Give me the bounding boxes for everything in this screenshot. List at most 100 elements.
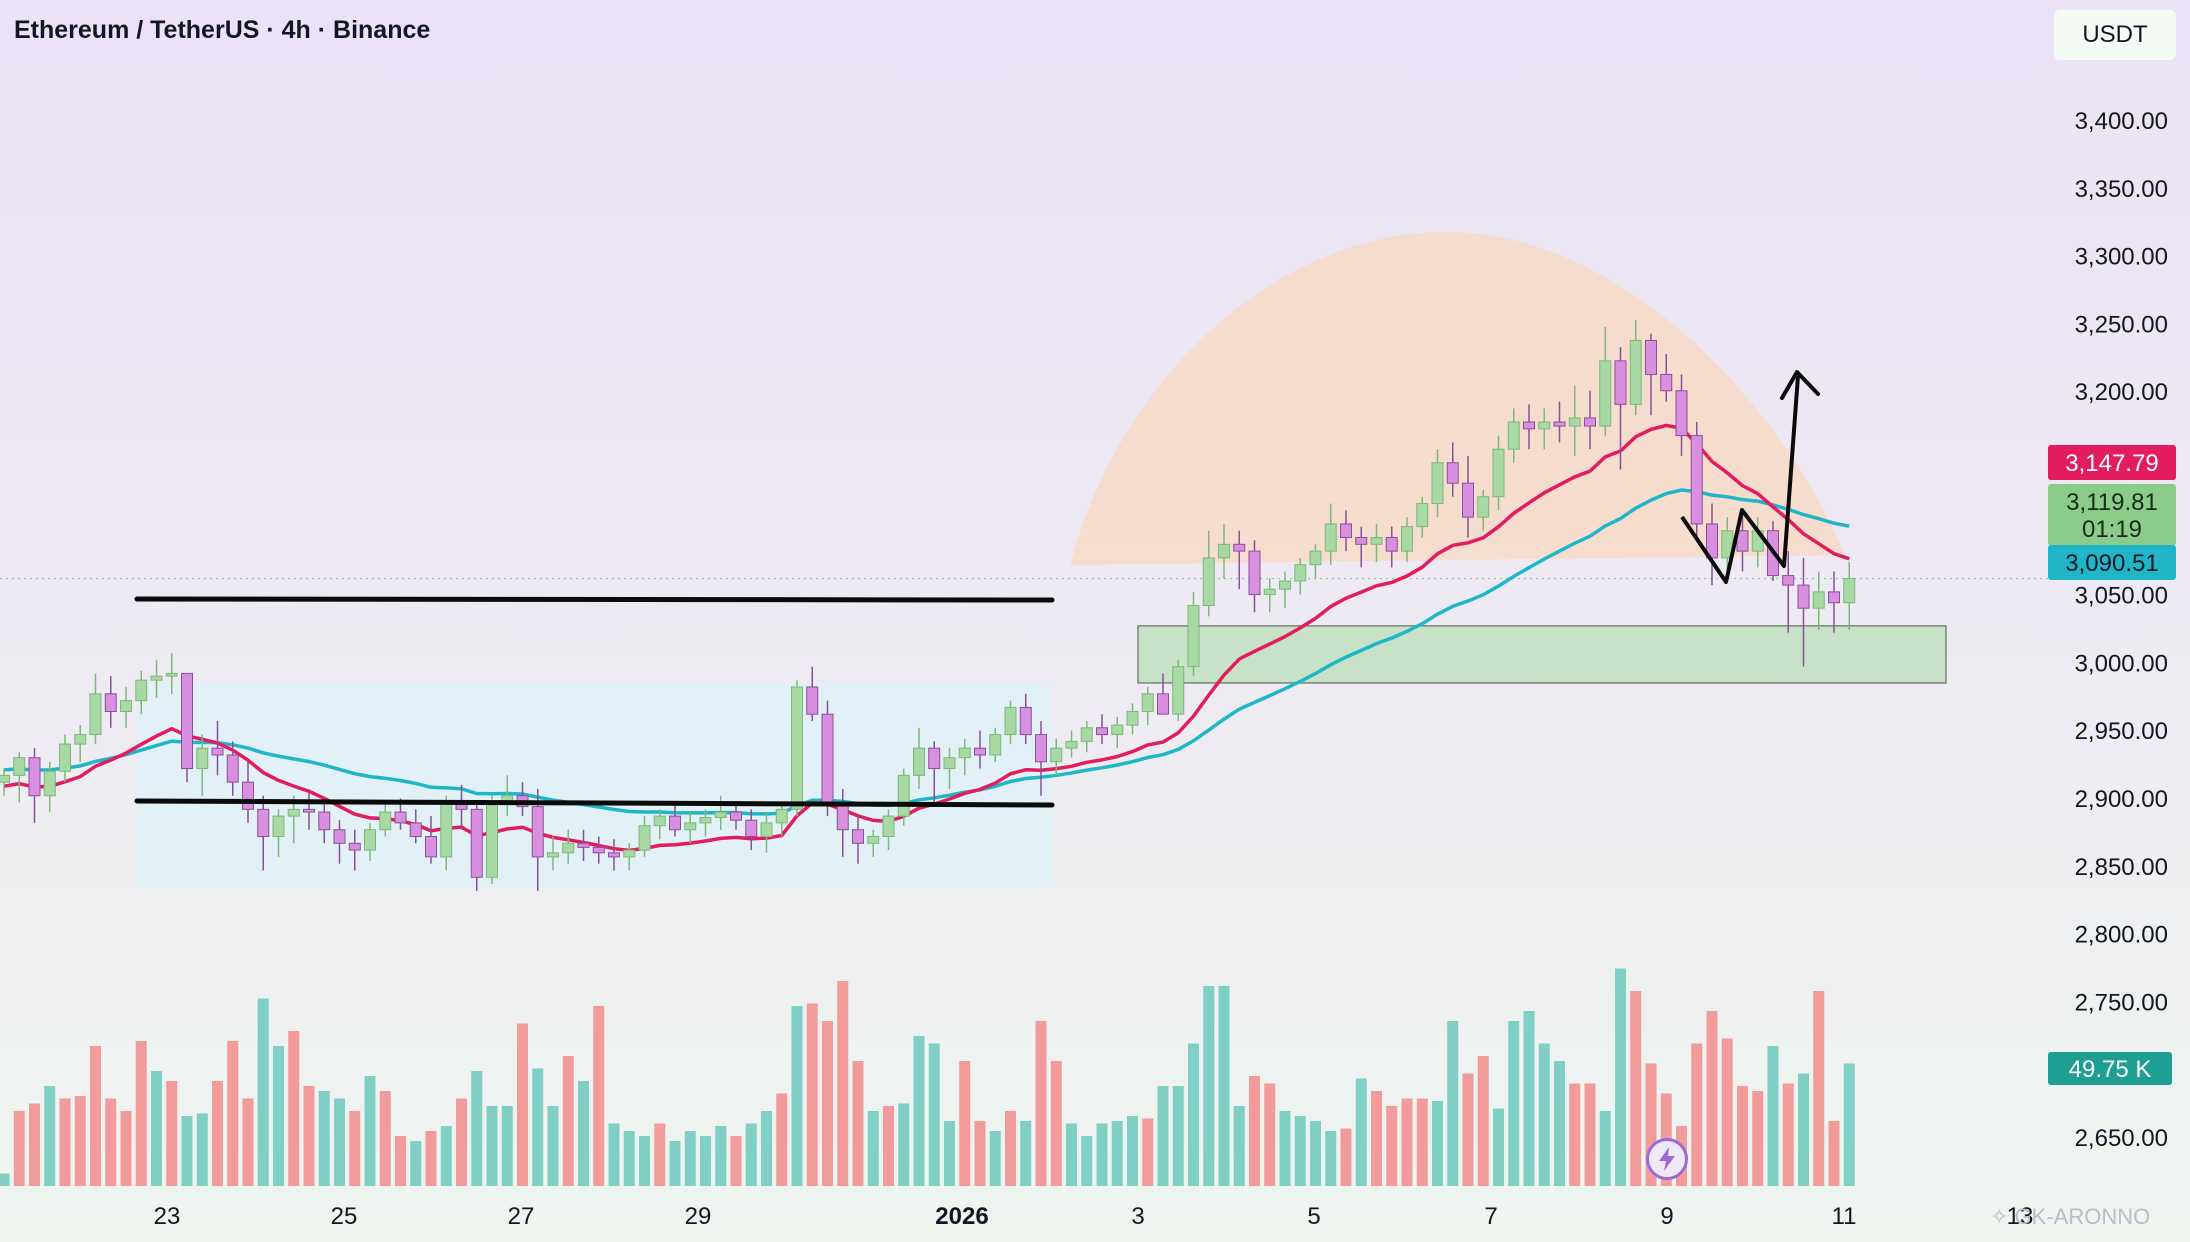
time-tick-label: 2026	[935, 1203, 988, 1230]
candle	[1446, 442, 1459, 497]
candle	[1782, 551, 1795, 633]
candle	[135, 670, 148, 715]
volume-bar	[303, 1086, 315, 1186]
price-axis[interactable]: 3,400.00 3,350.00 3,300.00 3,250.00 3,200.00…	[2075, 108, 2168, 1152]
candle	[1263, 578, 1276, 613]
annotation-layer-back	[0, 231, 2048, 887]
price-tick-label: 2,850.00	[2075, 854, 2168, 881]
candle	[1096, 714, 1108, 745]
volume-bar	[456, 1098, 467, 1186]
candle-body	[1355, 537, 1368, 545]
candle	[547, 836, 559, 871]
watermark-icon: ✧	[1990, 1204, 2015, 1229]
candle-body	[1370, 537, 1383, 545]
candle-body	[1843, 578, 1856, 604]
candle-body	[531, 806, 544, 858]
candle	[242, 761, 254, 823]
candle-body	[791, 686, 803, 810]
volume-bar	[1340, 1128, 1352, 1186]
candle-body	[958, 747, 971, 759]
volume-bar	[44, 1086, 56, 1186]
candle	[43, 761, 56, 813]
candle	[1126, 703, 1139, 735]
volume-bar	[1416, 1098, 1428, 1186]
candle	[1141, 687, 1154, 726]
projection-path	[1680, 375, 1800, 584]
volume-bar	[1538, 1043, 1550, 1186]
candle	[882, 809, 895, 851]
candle	[1385, 526, 1398, 568]
volume-bar	[1615, 968, 1626, 1186]
candle-body	[196, 747, 209, 770]
candle	[913, 727, 925, 789]
volume-bar	[867, 1111, 879, 1186]
candle	[1080, 720, 1093, 753]
ema-cyan-value: 3,090.51	[2065, 550, 2158, 577]
candle-body	[1828, 591, 1840, 604]
volume-bar	[105, 1098, 117, 1186]
price-tick-label: 3,000.00	[2075, 650, 2168, 677]
volume-bar	[242, 1098, 254, 1186]
symbol-title[interactable]: Ethereum / TetherUS · 4h · Binance	[14, 16, 431, 44]
volume-bar	[1462, 1073, 1474, 1186]
candle-body	[1111, 724, 1124, 736]
range-box	[137, 682, 1051, 887]
candle	[1004, 700, 1017, 745]
candle	[1157, 673, 1169, 715]
price-tick-label: 2,950.00	[2075, 718, 2168, 745]
candle	[928, 741, 941, 803]
candle	[1050, 738, 1063, 776]
volume-bar	[1386, 1106, 1398, 1186]
candle	[89, 673, 102, 745]
candle-body	[867, 836, 880, 844]
lightning-icon[interactable]	[1646, 1138, 1688, 1180]
candle	[1462, 455, 1474, 538]
price-tick-label: 3,300.00	[2075, 244, 2168, 271]
volume-bar	[1127, 1116, 1138, 1186]
candle-body	[333, 829, 346, 844]
volume-bar	[684, 1131, 696, 1186]
candle	[684, 812, 697, 844]
volume-bar	[852, 1061, 864, 1186]
volume-bar	[1233, 1106, 1245, 1186]
volume-bar	[1447, 1021, 1459, 1186]
candle-body	[440, 802, 453, 858]
volume-bar	[776, 1093, 788, 1186]
time-tick-label: 5	[1307, 1203, 1320, 1230]
candle-body	[1126, 710, 1139, 726]
candle-body	[638, 825, 651, 851]
last-price-tag: 3,119.81 01:19	[2048, 484, 2176, 546]
volume-bar	[1310, 1121, 1321, 1186]
candle	[730, 802, 742, 830]
candle	[1568, 385, 1581, 456]
volume-value: 49.75 K	[2069, 1056, 2152, 1083]
volume-bar	[395, 1136, 406, 1186]
time-axis[interactable]: 23 25 27 29 2026 3 5 7 9 11 13	[154, 1203, 2034, 1230]
candle	[1584, 390, 1596, 450]
candle	[760, 812, 773, 853]
candle-body	[1309, 550, 1322, 566]
candle-body	[165, 672, 178, 677]
volume-tag: 49.75 K	[2048, 1052, 2172, 1085]
volume-bar	[883, 1106, 894, 1186]
candle	[59, 734, 71, 783]
candle	[470, 802, 483, 891]
candle	[1599, 326, 1612, 436]
candle-body	[1019, 706, 1032, 736]
candle	[486, 795, 498, 885]
candle-body	[1797, 584, 1810, 609]
volume-bar	[90, 1046, 101, 1186]
candle	[272, 809, 285, 857]
volume-bar	[745, 1123, 757, 1186]
volume-bar	[1493, 1108, 1504, 1186]
volume-bar	[410, 1141, 422, 1186]
time-tick-label: 11	[1832, 1203, 1857, 1230]
volume-bar	[791, 1006, 803, 1186]
volume-bars	[0, 968, 1855, 1186]
ema-red-value: 3,147.79	[2065, 450, 2158, 477]
volume-bar	[1554, 1061, 1565, 1186]
candle	[623, 843, 636, 871]
currency-button[interactable]: USDT	[2054, 10, 2176, 60]
volume-bar	[1843, 1063, 1855, 1186]
